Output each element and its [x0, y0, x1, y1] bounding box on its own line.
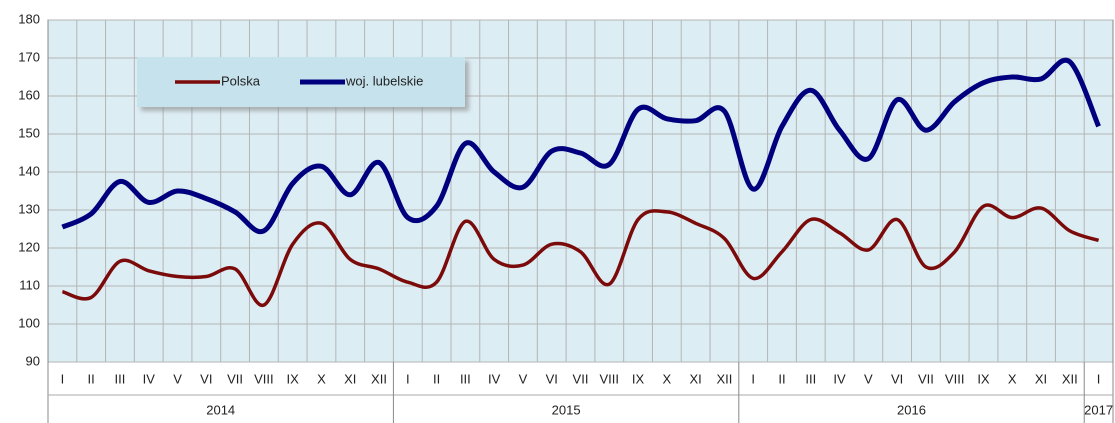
year-label: 2017 [1084, 402, 1113, 417]
x-tick-label: VI [546, 371, 558, 386]
legend-label: Polska [221, 73, 261, 88]
x-tick-label: VI [200, 371, 212, 386]
x-tick-label: I [61, 371, 65, 386]
series-line [61, 203, 1100, 307]
x-tick-label: IV [143, 371, 156, 386]
x-tick-label: VII [227, 371, 243, 386]
y-tick-label: 140 [18, 163, 40, 178]
x-tick-label: I [406, 371, 410, 386]
year-label: 2015 [552, 402, 581, 417]
y-tick-label: 110 [19, 277, 40, 292]
x-tick-label: II [88, 371, 95, 386]
y-tick-label: 170 [18, 49, 40, 64]
x-tick-label: V [519, 371, 528, 386]
x-tick-label: X [317, 371, 326, 386]
x-tick-label: III [460, 371, 471, 386]
x-tick-label: VIII [254, 371, 274, 386]
x-tick-label: VII [573, 371, 589, 386]
x-tick-label: VIII [945, 371, 965, 386]
x-tick-label: XI [689, 371, 701, 386]
y-tick-label: 90 [26, 353, 40, 368]
x-tick-label: IX [977, 371, 990, 386]
x-tick-label: XII [716, 371, 732, 386]
y-tick-label: 100 [18, 315, 40, 330]
x-tick-label: VI [891, 371, 903, 386]
series-line [61, 57, 1101, 235]
y-tick-label: 150 [18, 125, 40, 140]
x-tick-label: V [864, 371, 873, 386]
legend-label: woj. lubelskie [345, 73, 423, 88]
x-tick-label: VII [918, 371, 934, 386]
x-tick-label: XII [1062, 371, 1078, 386]
x-tick-label: VIII [600, 371, 620, 386]
y-tick-label: 180 [18, 11, 40, 26]
x-tick-label: X [663, 371, 672, 386]
x-tick-label: IV [488, 371, 501, 386]
year-label: 2014 [206, 402, 235, 417]
x-tick-label: II [778, 371, 785, 386]
x-tick-label: XII [371, 371, 387, 386]
year-label: 2016 [897, 402, 926, 417]
x-tick-label: IX [287, 371, 300, 386]
y-tick-label: 120 [18, 239, 40, 254]
x-tick-label: IX [632, 371, 645, 386]
x-tick-label: II [433, 371, 440, 386]
x-tick-label: III [115, 371, 126, 386]
x-tick-label: IV [833, 371, 846, 386]
x-tick-label: XI [344, 371, 356, 386]
y-tick-label: 160 [18, 87, 40, 102]
x-tick-label: V [173, 371, 182, 386]
x-tick-label: X [1008, 371, 1017, 386]
x-tick-label: I [1097, 371, 1101, 386]
x-tick-label: I [751, 371, 755, 386]
x-tick-label: XI [1035, 371, 1047, 386]
x-tick-label: III [805, 371, 816, 386]
y-tick-label: 130 [18, 201, 40, 216]
